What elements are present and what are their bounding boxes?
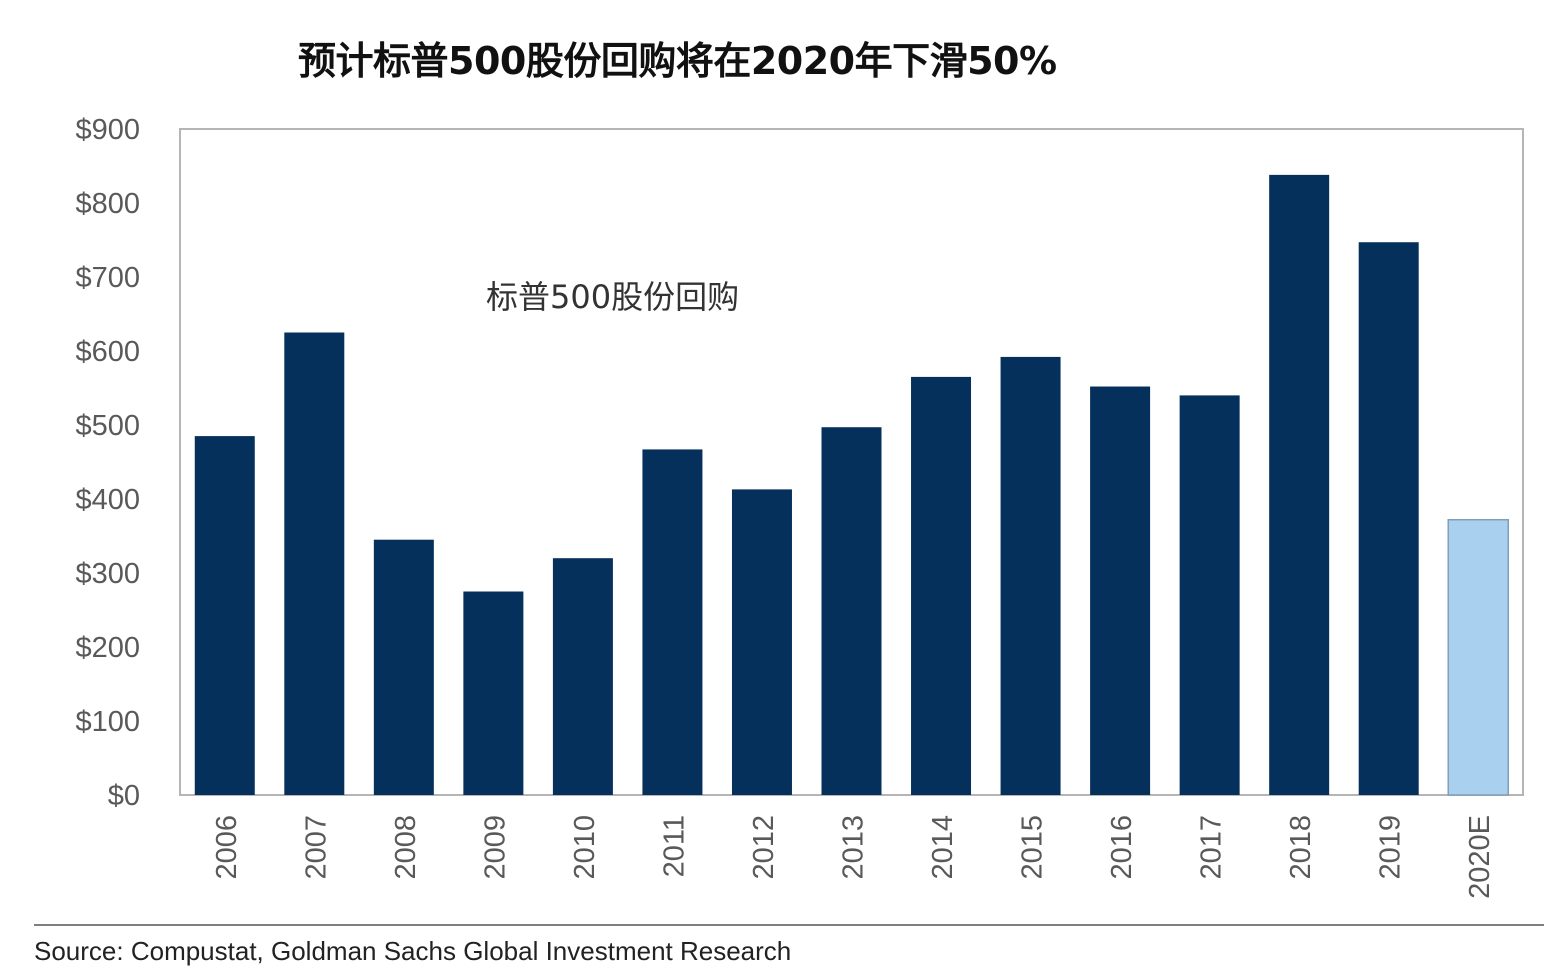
bar-2007 xyxy=(284,332,345,795)
bar-chart: $0 $100 $200 $300 $400 $500 $600 $700 $800 $900 2… xyxy=(75,114,1524,899)
x-tick-label: 2018 xyxy=(1285,815,1317,880)
bar-2020E xyxy=(1447,518,1509,796)
bar-2014 xyxy=(911,376,972,795)
y-tick-label: $300 xyxy=(75,558,140,590)
y-tick-label: $100 xyxy=(75,706,140,738)
bar-2006 xyxy=(194,436,255,795)
bar-2009 xyxy=(463,591,524,795)
x-tick-label: 2016 xyxy=(1106,815,1138,880)
y-tick-label: $500 xyxy=(75,410,140,442)
x-tick-label: 2017 xyxy=(1196,815,1228,880)
x-tick-label: 2019 xyxy=(1375,815,1407,880)
bar-2008 xyxy=(373,539,434,795)
y-tick-label: $600 xyxy=(75,336,140,368)
x-tick-label: 2007 xyxy=(300,815,332,880)
bar-2016 xyxy=(1090,386,1151,795)
x-tick-label: 2009 xyxy=(479,815,511,880)
y-tick-label: $400 xyxy=(75,484,140,516)
chart-annotation: 标普500股份回购 xyxy=(486,278,739,316)
source-divider xyxy=(34,924,1544,926)
y-tick-label: $900 xyxy=(75,114,140,146)
bar-2012 xyxy=(731,489,792,795)
source-note: Source: Compustat, Goldman Sachs Global … xyxy=(34,936,792,966)
x-tick-label: 2012 xyxy=(748,815,780,880)
y-tick-label: $200 xyxy=(75,632,140,664)
y-tick-label: $0 xyxy=(108,780,140,812)
bar-2011 xyxy=(642,449,703,795)
bar-2015 xyxy=(1000,356,1061,795)
x-tick-label: 2010 xyxy=(569,815,601,880)
x-tick-label: 2020E xyxy=(1464,815,1496,899)
x-tick-label: 2006 xyxy=(211,815,243,880)
x-axis-tick-labels: 2006 2007 2008 2009 2010 2011 2012 2013 2014 2015… xyxy=(211,815,1496,899)
bar-2018 xyxy=(1269,174,1330,795)
x-tick-label: 2008 xyxy=(390,815,422,880)
bar-2010 xyxy=(552,558,613,795)
bar-series xyxy=(194,174,1509,796)
chart-title: 预计标普500股份回购将在2020年下滑50% xyxy=(298,39,1057,83)
y-tick-label: $800 xyxy=(75,188,140,220)
bar-2013 xyxy=(821,427,882,795)
bar-2017 xyxy=(1179,395,1240,795)
x-tick-label: 2014 xyxy=(927,815,959,880)
x-tick-label: 2011 xyxy=(658,815,690,877)
y-axis-tick-labels: $0 $100 $200 $300 $400 $500 $600 $700 $800 $900 xyxy=(75,114,140,812)
x-tick-label: 2013 xyxy=(838,815,870,880)
x-tick-label: 2015 xyxy=(1017,815,1049,880)
y-tick-label: $700 xyxy=(75,262,140,294)
bar-2019 xyxy=(1358,242,1419,796)
